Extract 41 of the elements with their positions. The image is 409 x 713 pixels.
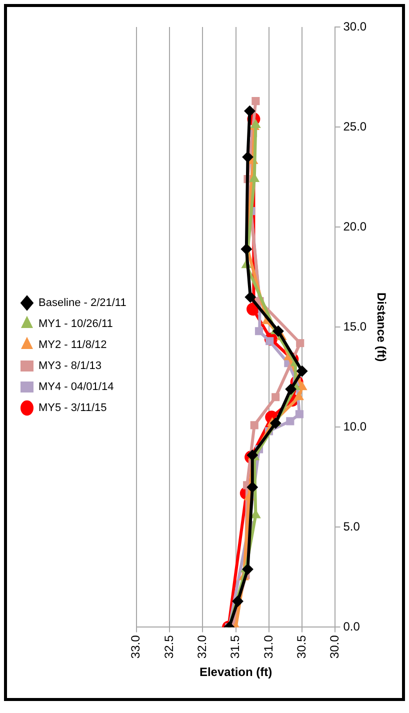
point xyxy=(272,393,280,402)
point xyxy=(240,244,252,255)
point xyxy=(252,96,260,106)
y-tick-label: 15.0 xyxy=(343,319,367,334)
point xyxy=(244,292,256,303)
point xyxy=(286,417,294,426)
x-tick-label: 32.0 xyxy=(194,634,209,659)
x-tick-label: 30.5 xyxy=(294,634,308,659)
legend-label: MY5 - 3/11/15 xyxy=(38,402,107,414)
x-tick-label: 31.5 xyxy=(228,634,242,659)
x-axis-title: Elevation (ft) xyxy=(199,665,272,680)
point xyxy=(270,418,282,429)
legend-label: MY2 - 11/8/12 xyxy=(38,339,107,352)
point xyxy=(250,421,258,430)
y-tick-label: 25.0 xyxy=(343,119,367,134)
x-tick-label: 33.0 xyxy=(128,634,143,659)
point xyxy=(242,152,254,163)
y-tick-label: 0.0 xyxy=(343,620,360,634)
point xyxy=(254,327,264,336)
point xyxy=(242,564,254,575)
x-tick-label: 32.5 xyxy=(162,634,176,659)
legend-label: Baseline - 2/21/11 xyxy=(38,297,126,310)
legend-label: MY4 - 04/01/14 xyxy=(38,381,114,394)
legend-label: MY1 - 10/26/11 xyxy=(38,318,113,330)
y-tick-label: 10.0 xyxy=(343,419,367,434)
y-tick-label: 20.0 xyxy=(343,219,367,234)
legend-label: MY3 - 8/1/13 xyxy=(38,360,102,372)
point xyxy=(285,384,296,395)
point xyxy=(272,326,284,337)
y-axis-title: Distance (ft) xyxy=(374,292,388,362)
x-tick-label: 31.0 xyxy=(261,634,276,659)
point xyxy=(296,366,308,377)
point xyxy=(294,392,304,400)
point xyxy=(244,106,256,117)
x-tick-label: 30.0 xyxy=(328,634,342,659)
y-tick-label: 5.0 xyxy=(343,520,360,534)
point xyxy=(295,410,304,418)
point xyxy=(232,596,244,607)
y-tick-label: 30.0 xyxy=(343,19,367,34)
point xyxy=(246,482,258,493)
point xyxy=(296,339,304,348)
